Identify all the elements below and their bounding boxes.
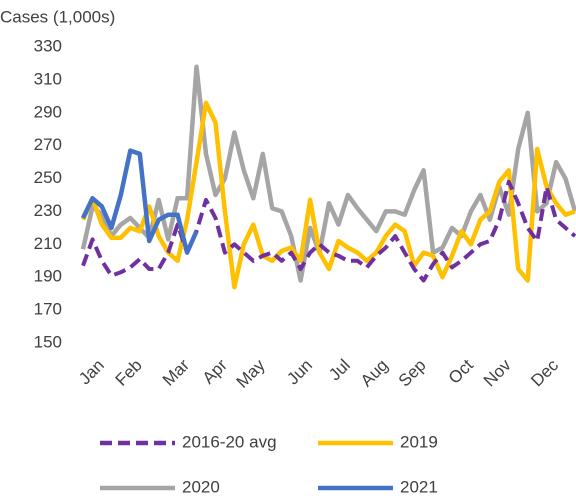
x-tick-label: Feb bbox=[112, 356, 146, 390]
y-tick-label: 270 bbox=[34, 135, 62, 154]
y-tick-label: 150 bbox=[34, 332, 62, 351]
y-tick-label: 290 bbox=[34, 102, 62, 121]
series-line bbox=[80, 100, 576, 290]
x-tick-label: Mar bbox=[159, 355, 193, 389]
x-tick-label: May bbox=[233, 355, 269, 391]
legend-label: 2016-20 avg bbox=[182, 432, 277, 451]
series-line bbox=[80, 64, 576, 283]
legend-label: 2021 bbox=[400, 477, 438, 496]
series-line bbox=[80, 148, 199, 255]
y-tick-label: 330 bbox=[34, 36, 62, 55]
axis-title: Cases (1,000s) bbox=[0, 7, 115, 26]
x-tick-label: Jun bbox=[283, 356, 316, 389]
x-tick-label: Aug bbox=[357, 356, 392, 391]
series-line bbox=[81, 179, 576, 283]
x-tick-label: Jul bbox=[325, 356, 354, 385]
x-tick-label: Oct bbox=[445, 355, 477, 387]
y-tick-label: 250 bbox=[34, 168, 62, 187]
legend-label: 2019 bbox=[400, 432, 438, 451]
y-tick-label: 230 bbox=[34, 201, 62, 220]
y-tick-label: 210 bbox=[34, 234, 62, 253]
x-tick-label: Jan bbox=[75, 356, 108, 389]
y-tick-label: 170 bbox=[34, 300, 62, 319]
x-tick-label: Dec bbox=[527, 355, 562, 390]
y-tick-label: 310 bbox=[34, 69, 62, 88]
x-tick-label: Apr bbox=[199, 355, 231, 387]
legend-label: 2020 bbox=[182, 477, 220, 496]
x-tick-label: Sep bbox=[395, 356, 430, 391]
x-tick-label: Nov bbox=[480, 355, 515, 390]
y-tick-label: 190 bbox=[34, 267, 62, 286]
